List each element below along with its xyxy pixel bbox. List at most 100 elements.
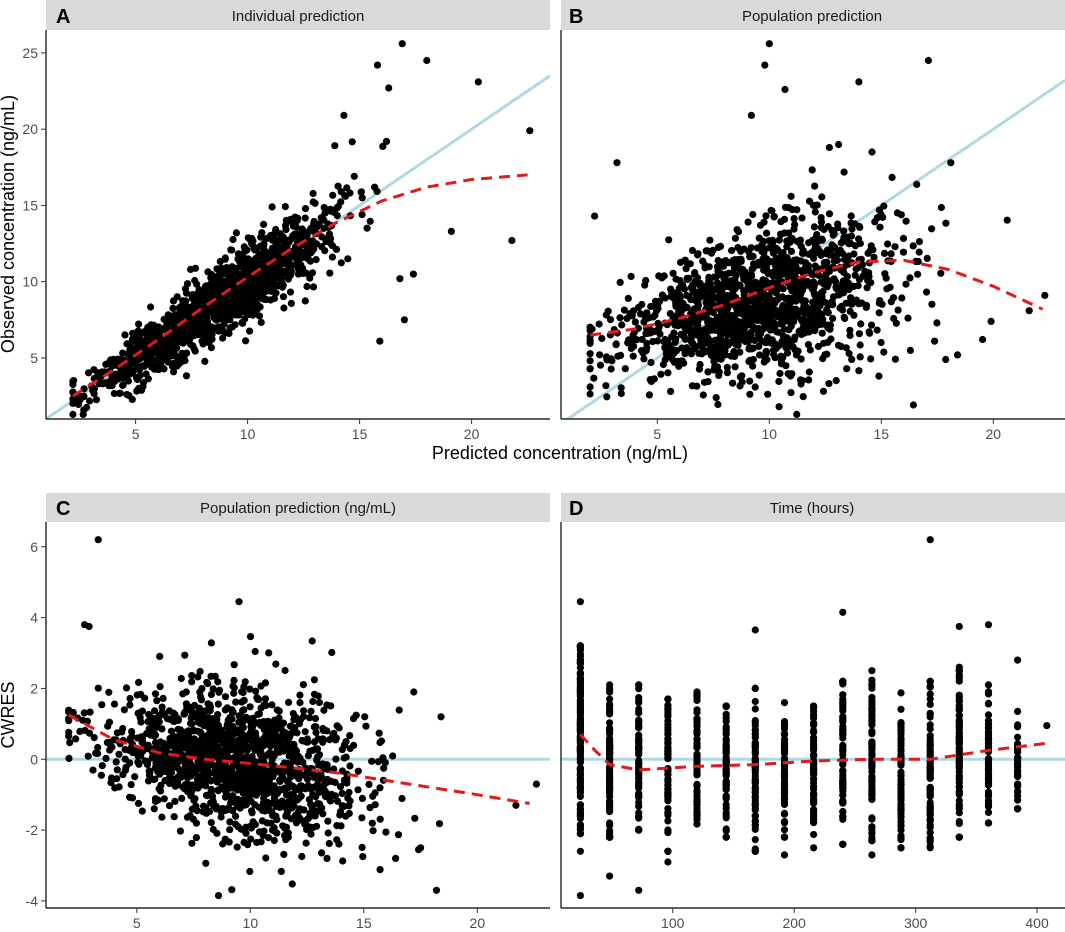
data-point bbox=[606, 768, 614, 776]
data-point bbox=[704, 324, 712, 332]
data-point bbox=[722, 769, 730, 777]
data-point bbox=[337, 259, 345, 267]
data-point bbox=[815, 318, 823, 326]
data-point bbox=[229, 744, 237, 752]
data-point bbox=[711, 363, 719, 371]
data-point bbox=[810, 301, 818, 310]
data-point bbox=[261, 695, 270, 703]
panel-c-strip bbox=[46, 493, 550, 522]
data-point bbox=[702, 298, 710, 306]
data-point bbox=[246, 703, 254, 711]
data-point bbox=[352, 711, 360, 719]
data-point bbox=[221, 693, 230, 701]
data-point bbox=[892, 319, 900, 327]
data-point bbox=[146, 768, 154, 777]
data-point bbox=[755, 342, 763, 350]
data-point bbox=[212, 316, 220, 324]
data-point bbox=[635, 718, 643, 726]
data-point bbox=[232, 737, 241, 745]
data-point bbox=[322, 237, 330, 246]
data-point bbox=[586, 336, 594, 344]
data-point bbox=[273, 734, 281, 743]
data-point bbox=[158, 708, 166, 716]
data-point bbox=[722, 793, 730, 801]
data-point bbox=[265, 784, 273, 793]
data-point bbox=[81, 726, 89, 735]
data-point bbox=[254, 710, 262, 719]
data-point bbox=[818, 193, 826, 201]
data-point bbox=[699, 346, 707, 354]
data-point bbox=[324, 817, 332, 825]
data-point bbox=[987, 317, 995, 325]
data-point bbox=[845, 240, 853, 248]
data-point bbox=[183, 349, 191, 357]
data-point bbox=[228, 886, 236, 894]
data-point bbox=[694, 250, 702, 258]
data-point bbox=[335, 724, 343, 732]
data-point bbox=[188, 678, 196, 686]
data-point bbox=[816, 302, 824, 310]
data-point bbox=[333, 204, 341, 212]
data-point bbox=[169, 297, 178, 305]
data-point bbox=[69, 399, 77, 407]
data-point bbox=[693, 810, 701, 818]
data-point bbox=[748, 272, 756, 280]
data-point bbox=[311, 714, 320, 723]
data-point bbox=[214, 700, 222, 708]
data-point bbox=[265, 649, 273, 657]
data-point bbox=[133, 387, 141, 395]
data-point bbox=[751, 734, 759, 742]
data-point bbox=[376, 815, 384, 823]
data-point bbox=[204, 700, 212, 708]
data-point bbox=[616, 314, 624, 322]
panel-a: Individual prediction A 5 10 15 20 51015202… bbox=[22, 0, 550, 442]
data-point bbox=[102, 754, 110, 763]
panel-c-trend-line-layer bbox=[67, 713, 530, 805]
data-point bbox=[321, 792, 329, 801]
data-point bbox=[260, 220, 268, 228]
data-point bbox=[606, 316, 615, 324]
data-point bbox=[327, 702, 335, 710]
data-point bbox=[765, 40, 773, 48]
data-point bbox=[618, 321, 626, 329]
data-point bbox=[147, 326, 155, 334]
data-point bbox=[209, 801, 217, 809]
panel-b-strip-title: Population prediction bbox=[742, 8, 882, 25]
data-point bbox=[1025, 307, 1033, 315]
data-point bbox=[136, 371, 144, 380]
data-point bbox=[255, 828, 264, 836]
data-point bbox=[170, 717, 178, 726]
data-point bbox=[156, 324, 164, 332]
data-point bbox=[780, 781, 789, 789]
data-point bbox=[647, 358, 655, 367]
data-point bbox=[174, 773, 182, 781]
data-point bbox=[891, 243, 899, 251]
data-point bbox=[645, 391, 654, 399]
data-point bbox=[591, 212, 599, 220]
data-point bbox=[184, 758, 192, 767]
data-point bbox=[303, 282, 311, 291]
data-point bbox=[202, 311, 210, 320]
data-point bbox=[144, 777, 153, 785]
data-point bbox=[151, 730, 159, 738]
data-point bbox=[725, 318, 733, 326]
data-point bbox=[785, 326, 793, 334]
data-point bbox=[606, 797, 614, 805]
data-point bbox=[292, 251, 300, 259]
data-point bbox=[161, 761, 170, 770]
data-point bbox=[321, 247, 329, 255]
data-point bbox=[780, 730, 789, 738]
data-point bbox=[696, 360, 704, 369]
data-point bbox=[666, 310, 674, 318]
data-point bbox=[783, 243, 791, 251]
data-point bbox=[125, 391, 133, 400]
data-point bbox=[128, 728, 136, 736]
data-point bbox=[723, 369, 732, 377]
data-point bbox=[237, 747, 245, 756]
data-point bbox=[722, 742, 730, 750]
data-point bbox=[362, 722, 370, 730]
data-point bbox=[232, 284, 240, 292]
data-point bbox=[275, 252, 283, 261]
data-point bbox=[307, 830, 315, 838]
data-point bbox=[226, 276, 234, 284]
